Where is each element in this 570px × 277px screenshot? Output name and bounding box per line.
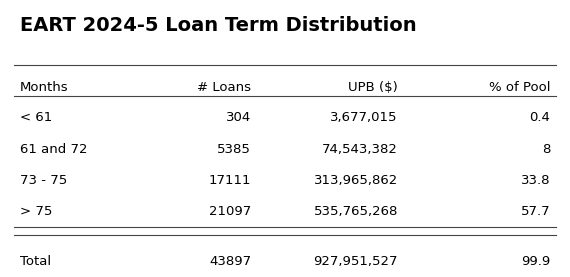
Text: UPB ($): UPB ($) — [348, 81, 398, 94]
Text: > 75: > 75 — [20, 205, 52, 218]
Text: 99.9: 99.9 — [521, 255, 550, 268]
Text: 73 - 75: 73 - 75 — [20, 174, 67, 187]
Text: 535,765,268: 535,765,268 — [314, 205, 398, 218]
Text: < 61: < 61 — [20, 111, 52, 124]
Text: 43897: 43897 — [209, 255, 251, 268]
Text: 5385: 5385 — [217, 143, 251, 156]
Text: 57.7: 57.7 — [520, 205, 550, 218]
Text: 927,951,527: 927,951,527 — [314, 255, 398, 268]
Text: 313,965,862: 313,965,862 — [314, 174, 398, 187]
Text: 74,543,382: 74,543,382 — [322, 143, 398, 156]
Text: 21097: 21097 — [209, 205, 251, 218]
Text: 3,677,015: 3,677,015 — [331, 111, 398, 124]
Text: EART 2024-5 Loan Term Distribution: EART 2024-5 Loan Term Distribution — [20, 16, 416, 35]
Text: 61 and 72: 61 and 72 — [20, 143, 87, 156]
Text: 8: 8 — [542, 143, 550, 156]
Text: 33.8: 33.8 — [521, 174, 550, 187]
Text: Total: Total — [20, 255, 51, 268]
Text: % of Pool: % of Pool — [489, 81, 550, 94]
Text: # Loans: # Loans — [197, 81, 251, 94]
Text: 0.4: 0.4 — [530, 111, 550, 124]
Text: Months: Months — [20, 81, 68, 94]
Text: 17111: 17111 — [209, 174, 251, 187]
Text: 304: 304 — [226, 111, 251, 124]
